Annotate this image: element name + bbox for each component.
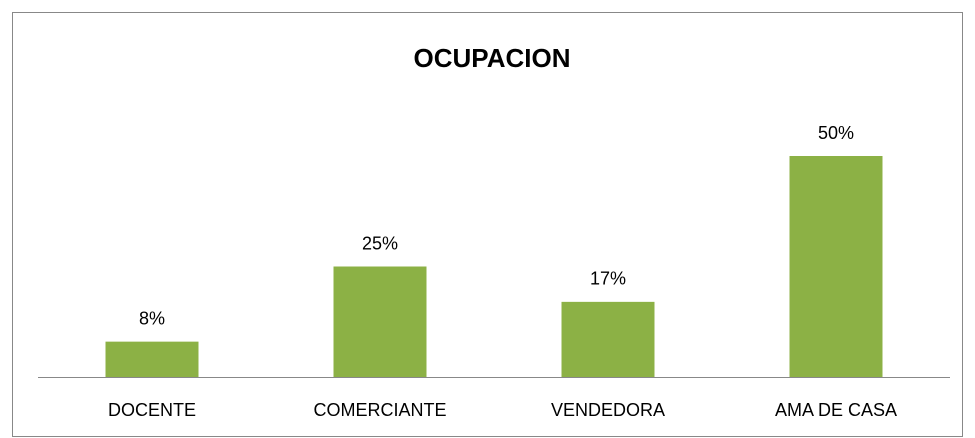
bar	[105, 341, 199, 377]
bar	[789, 156, 883, 377]
x-tick-label: DOCENTE	[108, 400, 196, 420]
bar	[333, 266, 427, 377]
x-tick-label: AMA DE CASA	[775, 400, 897, 420]
data-label: 8%	[139, 308, 165, 328]
data-label: 25%	[362, 233, 398, 253]
bar	[561, 301, 655, 377]
chart-title: OCUPACION	[414, 43, 571, 73]
x-tick-label: COMERCIANTE	[313, 400, 446, 420]
data-label: 50%	[818, 123, 854, 143]
x-tick-label: VENDEDORA	[551, 400, 665, 420]
data-label: 17%	[590, 269, 626, 289]
